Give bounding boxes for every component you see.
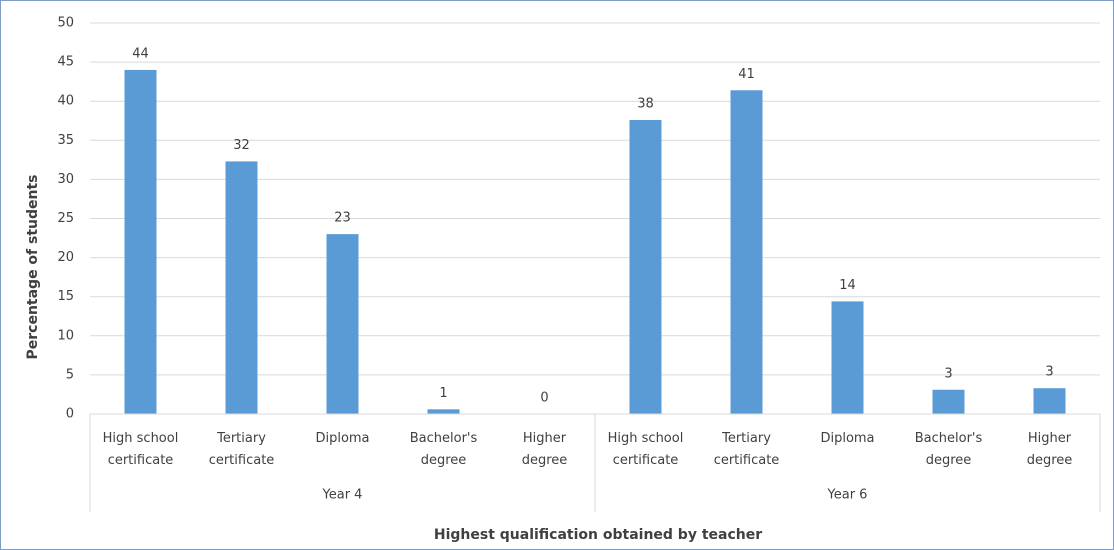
x-tick-label: Higher degree (521, 431, 568, 468)
group-label: Year 4 (322, 488, 363, 503)
bar (1033, 388, 1066, 414)
y-tick-label: 45 (57, 55, 74, 70)
bar (225, 161, 258, 414)
data-label: 0 (540, 391, 548, 406)
x-axis-title: Highest qualification obtained by teache… (434, 527, 762, 543)
data-label: 1 (439, 386, 447, 401)
data-label: 3 (1045, 365, 1053, 380)
x-tick-label: High school certificate (607, 431, 684, 468)
data-label: 41 (738, 67, 755, 82)
y-tick-label: 50 (57, 16, 74, 31)
x-tick-label: Diploma (820, 431, 875, 446)
y-axis-title: Percentage of students (25, 174, 41, 359)
x-tick-label: Bachelor's degree (914, 431, 983, 468)
y-tick-label: 25 (57, 211, 74, 226)
x-tick-label: High school certificate (102, 431, 179, 468)
bar (629, 119, 662, 414)
x-tick-label: Bachelor's degree (409, 431, 478, 468)
y-tick-label: 20 (57, 250, 74, 265)
data-label: 14 (839, 278, 856, 293)
y-tick-label: 0 (66, 407, 74, 422)
data-label: 3 (944, 366, 952, 381)
y-tick-label: 40 (57, 94, 74, 109)
data-label: 32 (233, 138, 250, 153)
data-label: 44 (132, 46, 149, 61)
x-tick-label: Higher degree (1026, 431, 1073, 468)
bar (427, 409, 460, 414)
bar (124, 69, 157, 415)
group-label: Year 6 (827, 488, 868, 503)
bar (932, 389, 965, 414)
y-tick-label: 5 (66, 367, 74, 382)
bar (326, 234, 359, 414)
bar (831, 301, 864, 414)
x-tick-label: Tertiary certificate (208, 431, 275, 468)
x-tick-label: Tertiary certificate (713, 431, 780, 468)
bar (730, 90, 763, 414)
x-tick-label: Diploma (315, 431, 370, 446)
data-label: 23 (334, 211, 351, 226)
y-tick-label: 10 (57, 328, 74, 343)
data-label: 38 (637, 96, 654, 111)
y-tick-label: 35 (57, 133, 74, 148)
y-tick-label: 15 (57, 289, 74, 304)
y-tick-label: 30 (57, 172, 74, 187)
